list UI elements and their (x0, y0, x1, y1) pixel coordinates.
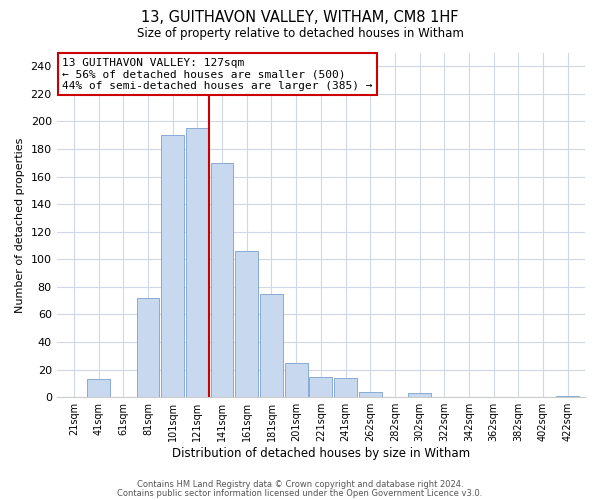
Bar (334, 378, 357, 397)
Bar (408, 393, 431, 397)
Text: Contains public sector information licensed under the Open Government Licence v3: Contains public sector information licen… (118, 488, 482, 498)
Bar (87, 380, 110, 397)
Bar (235, 251, 258, 397)
Bar (556, 396, 579, 397)
Text: 13 GUITHAVON VALLEY: 127sqm
← 56% of detached houses are smaller (500)
44% of se: 13 GUITHAVON VALLEY: 127sqm ← 56% of det… (62, 58, 373, 91)
X-axis label: Distribution of detached houses by size in Witham: Distribution of detached houses by size … (172, 447, 470, 460)
Bar (137, 298, 160, 397)
Y-axis label: Number of detached properties: Number of detached properties (15, 137, 25, 312)
Bar (211, 163, 233, 397)
Bar (285, 362, 308, 397)
Text: Contains HM Land Registry data © Crown copyright and database right 2024.: Contains HM Land Registry data © Crown c… (137, 480, 463, 489)
Bar (161, 135, 184, 397)
Bar (310, 376, 332, 397)
Bar (186, 128, 209, 397)
Bar (260, 294, 283, 397)
Text: Size of property relative to detached houses in Witham: Size of property relative to detached ho… (137, 28, 463, 40)
Bar (359, 392, 382, 397)
Text: 13, GUITHAVON VALLEY, WITHAM, CM8 1HF: 13, GUITHAVON VALLEY, WITHAM, CM8 1HF (141, 10, 459, 25)
